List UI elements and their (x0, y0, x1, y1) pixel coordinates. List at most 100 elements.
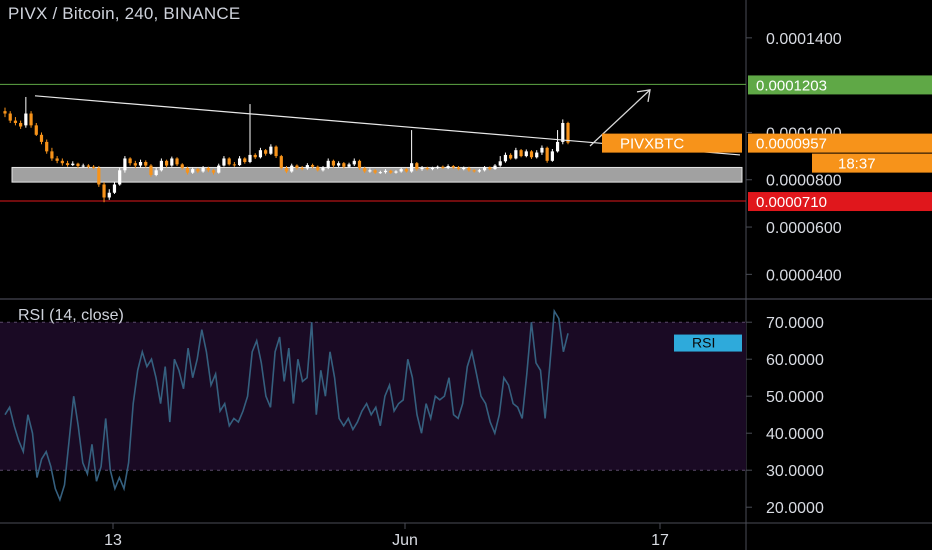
candle-body (39, 134, 44, 142)
candle-body (561, 122, 565, 142)
candle-body (493, 165, 497, 170)
candle-body (441, 166, 445, 168)
candle-body (55, 158, 59, 161)
candle-body (290, 165, 294, 172)
resistance-price-tag-bg (748, 75, 932, 95)
candle-body (19, 122, 23, 127)
candle-body (357, 160, 362, 168)
candle-body (191, 169, 195, 173)
candle-body (305, 165, 309, 169)
candle-body (420, 167, 424, 170)
candle-body (446, 166, 450, 168)
candle-body (237, 158, 242, 166)
candle-body (404, 169, 408, 172)
candle-body (232, 164, 236, 166)
candle-body (60, 160, 64, 164)
candle-body (243, 158, 247, 163)
candle-body (206, 167, 210, 171)
candle-body (331, 160, 336, 166)
candle-body (97, 167, 101, 185)
candle-body (524, 151, 528, 157)
candle-body (529, 151, 534, 158)
candle-body (144, 162, 148, 166)
candle-body (462, 167, 466, 170)
projection-arrow (589, 89, 651, 147)
candle-body (123, 158, 127, 171)
candle-body (550, 151, 554, 161)
candle-body (316, 166, 320, 171)
candle-body (159, 160, 163, 171)
price-tick-label: 0.0000600 (766, 220, 842, 237)
candle-body (154, 170, 158, 176)
rsi-tick-label: 40.0000 (766, 426, 824, 443)
candle-body (107, 192, 111, 198)
candle-body (410, 163, 414, 172)
time-tick-label: 13 (104, 532, 122, 549)
candle-body (138, 162, 143, 166)
candle-body (274, 146, 278, 157)
candle-body (201, 167, 205, 172)
candle-body (196, 169, 200, 172)
candle-body (300, 167, 304, 169)
candle-body (310, 165, 315, 167)
candle-body (29, 113, 33, 126)
candle-body (211, 170, 216, 173)
candle-body (535, 152, 539, 158)
candle-body (352, 160, 356, 165)
candle-body (378, 172, 382, 174)
candle-body (112, 184, 117, 193)
support-price-tag: 0.0000710 (756, 194, 827, 211)
candle-body (86, 165, 91, 167)
rsi-line (4, 308, 569, 503)
chart-title: PIVX / Bitcoin, 240, BINANCE (8, 4, 241, 23)
candle-body (264, 150, 268, 154)
candle-body (269, 146, 273, 154)
candle-body (566, 122, 570, 143)
candle-body (13, 120, 18, 123)
rsi-tick-label: 60.0000 (766, 352, 824, 369)
candle-body (295, 165, 299, 168)
candle-body (34, 125, 38, 135)
candle-body (284, 167, 289, 172)
price-tick-label: 0.0001400 (766, 31, 842, 48)
time-tick-label: 17 (651, 532, 669, 549)
candle-body (503, 154, 508, 162)
candle-body (436, 166, 440, 168)
candle-body (185, 167, 190, 173)
rsi-tick-label: 30.0000 (766, 463, 824, 480)
candle-body (76, 163, 80, 167)
candle-body (545, 147, 549, 161)
candle-body (519, 150, 523, 157)
rsi-tick-label: 50.0000 (766, 389, 824, 406)
candles-group (3, 96, 570, 203)
rsi-tick-label: 20.0000 (766, 500, 824, 517)
resistance-price-tag: 0.0001203 (756, 77, 827, 94)
price-tick-label: 0.0000400 (766, 267, 842, 284)
candle-body (430, 167, 435, 170)
candle-body (555, 141, 560, 152)
candle-body (170, 158, 174, 166)
candle-body (149, 165, 153, 176)
projection-arrow-head (636, 89, 651, 102)
candle-body (399, 169, 403, 172)
support-zone (11, 166, 743, 183)
candle-body (102, 184, 106, 198)
candle-body (71, 163, 75, 166)
candle-body (342, 163, 346, 167)
symbol-tag-bg (602, 133, 742, 153)
candle-body (65, 163, 70, 166)
candle-body (389, 170, 393, 173)
candle-body (514, 150, 518, 159)
candle-body (472, 170, 476, 172)
candle-body (383, 170, 388, 173)
rsi-tick-label: 70.0000 (766, 315, 824, 332)
candle-body (509, 154, 513, 159)
rsi-title: RSI (14, close) (18, 307, 124, 324)
candle-body (368, 170, 372, 172)
price-tick-label: 0.0000800 (766, 173, 842, 190)
candle-body (456, 167, 461, 170)
candle-body (451, 166, 455, 168)
candle-body (8, 113, 12, 121)
candle-body (482, 167, 487, 171)
